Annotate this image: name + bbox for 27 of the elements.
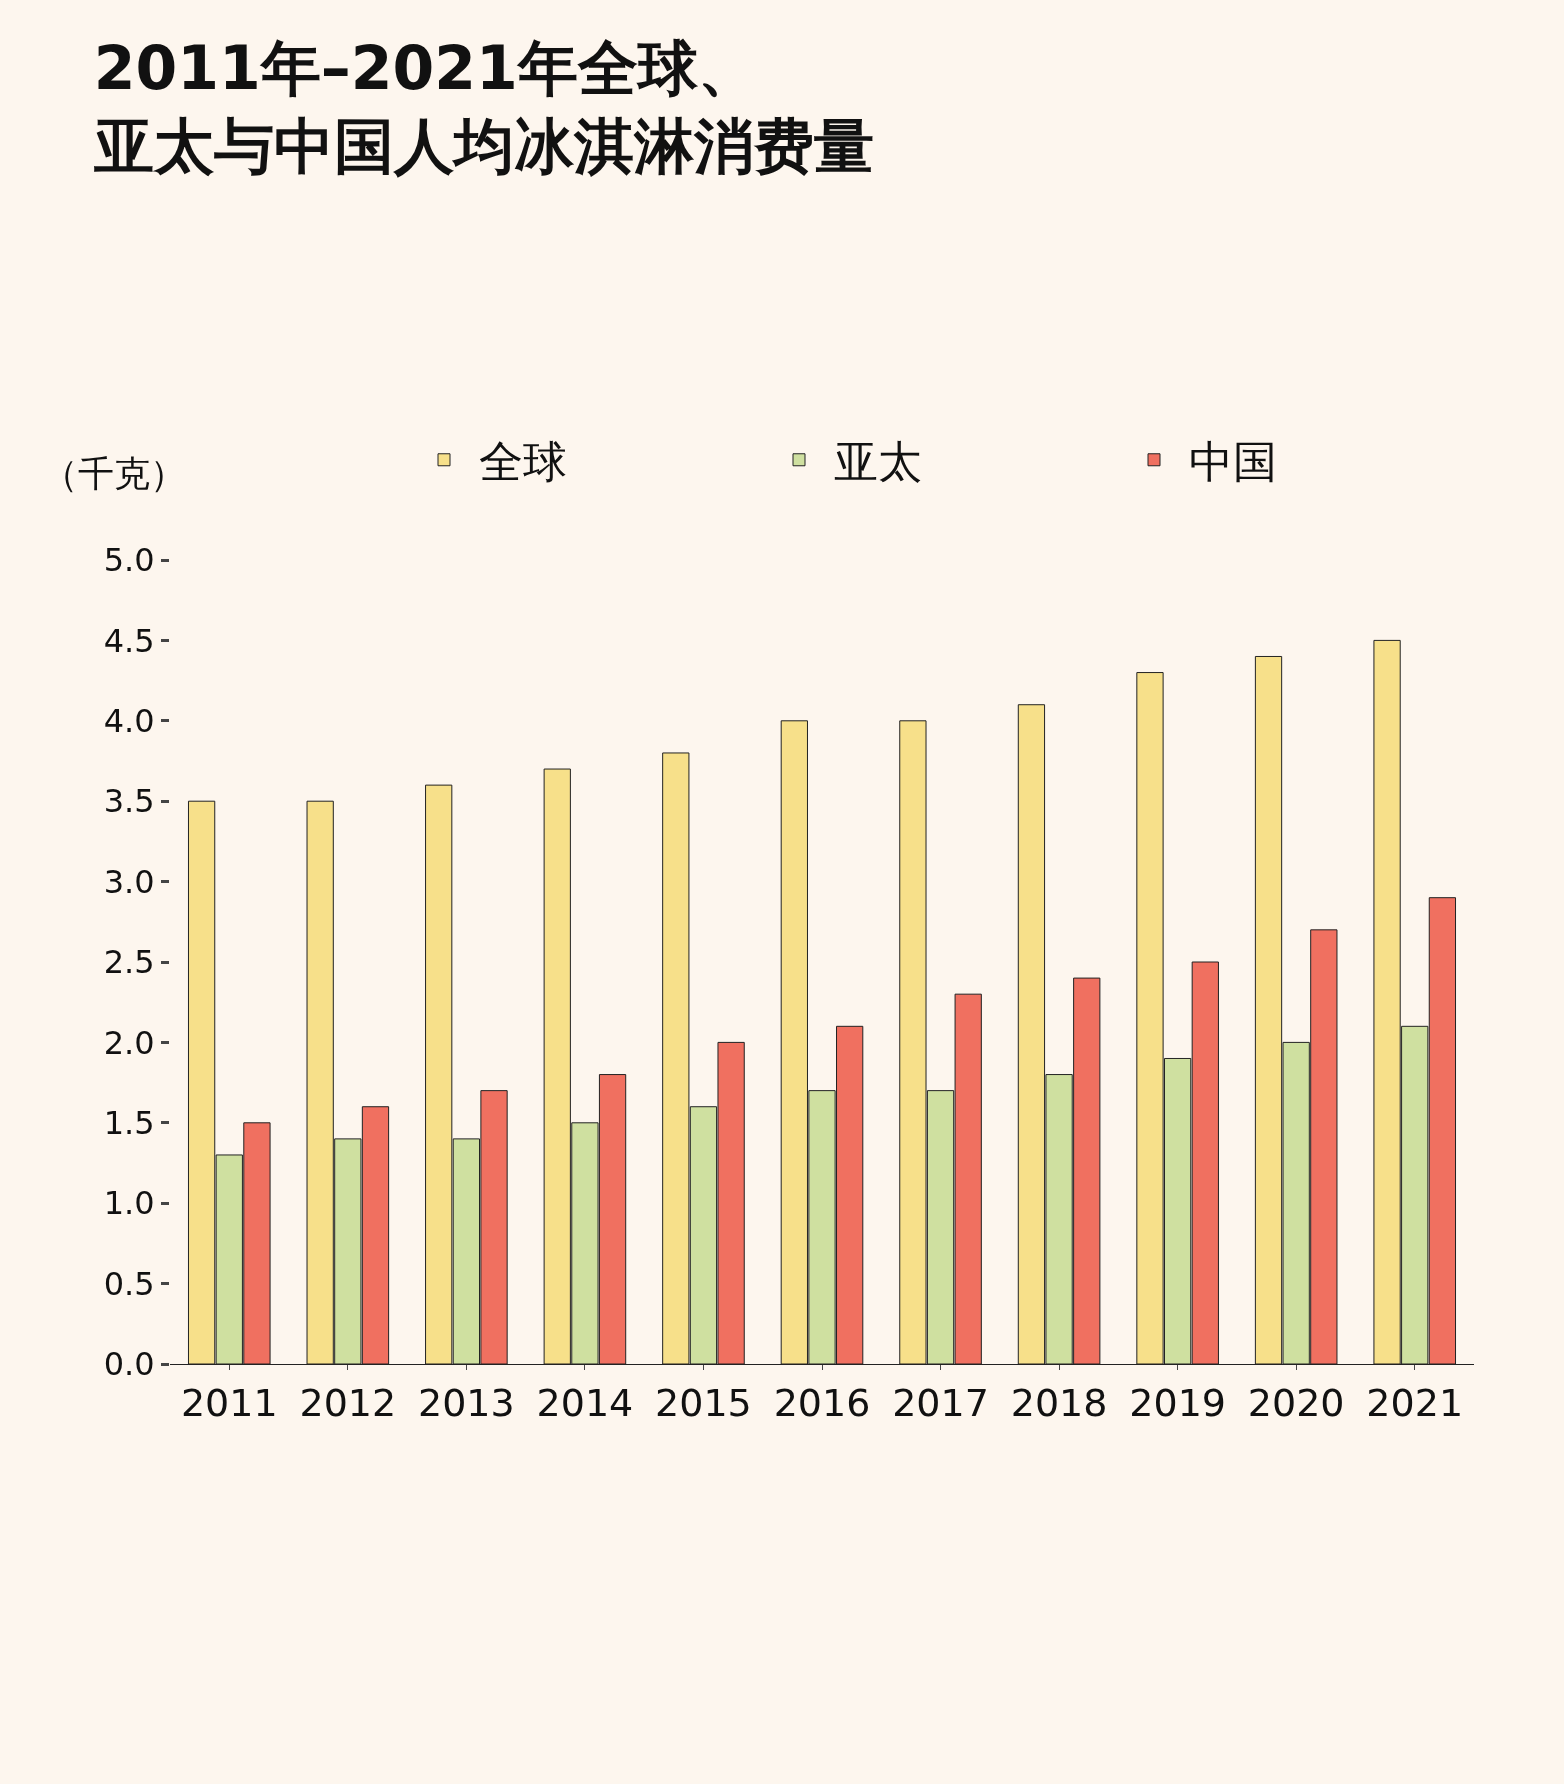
legend-label: 亚太	[834, 435, 922, 487]
y-tick-label: 0.0	[103, 1345, 155, 1384]
x-tick-label: 2011	[180, 1380, 278, 1425]
y-tick-label: 4.5	[103, 621, 155, 660]
y-tick-label: 1.5	[103, 1104, 155, 1142]
y-tick-label: 0.5	[103, 1264, 155, 1303]
y-tick-label: 1.0	[103, 1184, 155, 1223]
x-tick-label: 2012	[299, 1380, 397, 1425]
x-tick-label: 2016	[773, 1380, 871, 1425]
x-tick-label: 2015	[655, 1380, 752, 1425]
y-tick-label: 3.0	[103, 862, 155, 901]
chart-title: 2011年–2021年全球、亚太与中国人均冰淇淋消费量	[92, 33, 874, 182]
y-tick-label: 3.5	[103, 782, 155, 821]
y-tick-label: 5.0	[103, 541, 155, 580]
x-tick-label: 2019	[1129, 1380, 1226, 1425]
y-tick-label: 4.0	[103, 702, 155, 740]
y-tick-label: 2.5	[103, 943, 155, 982]
y-tick-label: 2.0	[103, 1023, 155, 1062]
x-tick-label: 2021	[1366, 1380, 1464, 1425]
x-tick-label: 2018	[1010, 1380, 1108, 1425]
x-tick-label: 2020	[1247, 1380, 1345, 1425]
y-axis-title: （千克）	[42, 453, 186, 494]
legend-label: 全球	[479, 435, 567, 487]
x-tick-label: 2017	[892, 1380, 989, 1425]
x-tick-label: 2014	[536, 1380, 634, 1425]
legend-label: 中国	[1189, 435, 1277, 487]
x-tick-label: 2013	[418, 1380, 515, 1425]
